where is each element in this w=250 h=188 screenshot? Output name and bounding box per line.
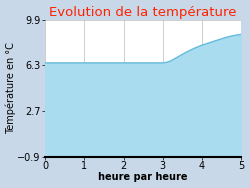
Title: Evolution de la température: Evolution de la température bbox=[50, 6, 237, 19]
X-axis label: heure par heure: heure par heure bbox=[98, 172, 188, 182]
Y-axis label: Température en °C: Température en °C bbox=[6, 42, 16, 134]
